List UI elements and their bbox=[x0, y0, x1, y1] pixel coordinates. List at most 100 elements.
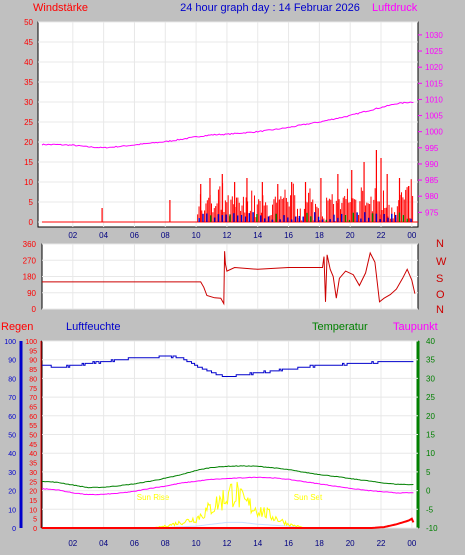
rain-label: Regen bbox=[1, 321, 33, 333]
pressure-axis-tick: 975 bbox=[425, 208, 439, 217]
temperature-axis-tick: -10 bbox=[426, 524, 438, 533]
compass-label: N bbox=[436, 238, 444, 250]
chart-title: 24 hour graph day : 14 Februar 2026 bbox=[180, 2, 360, 14]
bottom-time-axis-tick: 04 bbox=[99, 539, 108, 548]
temperature-axis-tick: 40 bbox=[426, 337, 435, 346]
humidity-axis-tick: 0 bbox=[12, 526, 16, 533]
humidity-axis-tick: 10 bbox=[8, 507, 16, 514]
series-layer bbox=[41, 101, 418, 529]
time-axis-tick: 22 bbox=[377, 231, 386, 240]
temperature-line bbox=[42, 465, 414, 489]
rain-axis-tick: 30 bbox=[29, 470, 37, 477]
temperature-axis-tick: 5 bbox=[426, 468, 431, 477]
tick-label-layer: 0510152025303540455097598098599099510001… bbox=[4, 18, 447, 548]
time-axis-tick: 02 bbox=[68, 231, 77, 240]
bottom-time-axis-tick: 08 bbox=[161, 539, 170, 548]
rain-axis-tick: 80 bbox=[29, 376, 37, 383]
humidity-label: Luftfeuchte bbox=[66, 321, 120, 333]
sun-rise-label: Sun Rise bbox=[137, 493, 170, 502]
temperature-axis-tick: 25 bbox=[426, 393, 435, 402]
pressure-axis-tick: 1015 bbox=[425, 79, 443, 88]
rain-axis-tick: 10 bbox=[29, 507, 37, 514]
wind-axis-tick: 20 bbox=[24, 138, 33, 147]
rain-axis-tick: 40 bbox=[29, 451, 37, 458]
rain-axis-tick: 25 bbox=[29, 479, 37, 486]
temperature-axis-tick: 20 bbox=[426, 412, 435, 421]
temperature-axis-tick: 0 bbox=[426, 487, 431, 496]
rain-line bbox=[42, 517, 415, 529]
temperature-axis-tick: 35 bbox=[426, 356, 435, 365]
wind-axis-tick: 0 bbox=[29, 218, 34, 227]
pressure-axis-tick: 1025 bbox=[425, 47, 443, 56]
humidity-axis-tick: 50 bbox=[8, 433, 16, 440]
direction-axis-tick: 360 bbox=[23, 240, 37, 249]
pressure-axis-tick: 980 bbox=[425, 192, 439, 201]
direction-axis-tick: 270 bbox=[23, 256, 37, 265]
compass-label: W bbox=[436, 256, 447, 268]
grid-layer bbox=[38, 21, 422, 529]
bottom-time-axis-tick: 22 bbox=[377, 539, 386, 548]
pressure-axis-tick: 1005 bbox=[425, 112, 443, 121]
compass-label: N bbox=[436, 304, 444, 316]
time-axis-tick: 12 bbox=[222, 231, 231, 240]
pressure-axis-tick: 1000 bbox=[425, 128, 443, 137]
dewpoint-line bbox=[41, 476, 414, 496]
direction-axis-tick: 0 bbox=[32, 305, 37, 314]
rain-axis-tick: 100 bbox=[25, 339, 37, 346]
rain-axis-tick: 35 bbox=[29, 461, 37, 468]
bottom-time-axis-tick: 12 bbox=[222, 539, 231, 548]
pressure-line bbox=[41, 101, 414, 149]
humidity-axis-tick: 100 bbox=[4, 339, 16, 346]
humidity-axis-tick: 80 bbox=[8, 376, 16, 383]
humidity-axis-tick: 70 bbox=[8, 395, 16, 402]
temperature-label: Temperatur bbox=[312, 321, 368, 333]
wind-axis-tick: 50 bbox=[24, 18, 33, 27]
time-axis-tick: 14 bbox=[253, 231, 262, 240]
compass-label: S bbox=[436, 273, 443, 285]
bottom-time-axis-tick: 06 bbox=[130, 539, 139, 548]
air-pressure-label: Luftdruck bbox=[372, 2, 418, 14]
pressure-axis-tick: 1010 bbox=[425, 95, 443, 104]
humidity-axis-tick: 90 bbox=[8, 358, 16, 365]
temperature-axis-tick: 30 bbox=[426, 374, 435, 383]
wind-direction-line bbox=[42, 251, 416, 306]
temperature-axis-tick: -5 bbox=[426, 505, 434, 514]
rain-axis-tick: 0 bbox=[33, 526, 37, 533]
rain-axis-tick: 15 bbox=[29, 498, 37, 505]
time-axis-tick: 20 bbox=[346, 231, 355, 240]
dewpoint-label: Taupunkt bbox=[393, 321, 438, 333]
wind-axis-tick: 45 bbox=[24, 38, 33, 47]
sun-markers: Sun Rise Sun Set bbox=[137, 493, 323, 512]
time-axis-tick: 18 bbox=[315, 231, 324, 240]
rain-axis-tick: 95 bbox=[29, 348, 37, 355]
time-axis-tick: 16 bbox=[284, 231, 293, 240]
wind-axis-tick: 30 bbox=[24, 98, 33, 107]
bottom-time-axis-tick: 16 bbox=[284, 539, 293, 548]
rain-axis-tick: 5 bbox=[33, 517, 37, 524]
wind-pressure-plot-area bbox=[37, 21, 419, 228]
direction-axis-tick: 90 bbox=[27, 289, 36, 298]
wind-axis-tick: 5 bbox=[29, 198, 34, 207]
bottom-time-axis-tick: 20 bbox=[346, 539, 355, 548]
wind-axis-tick: 10 bbox=[24, 178, 33, 187]
humidity-axis-tick: 20 bbox=[8, 489, 16, 496]
rain-axis-tick: 60 bbox=[29, 414, 37, 421]
compass-label: O bbox=[436, 289, 445, 301]
rain-axis-tick: 65 bbox=[29, 404, 37, 411]
sun-set-label: Sun Set bbox=[294, 493, 323, 502]
temperature-axis-tick: 15 bbox=[426, 431, 435, 440]
time-axis-tick: 00 bbox=[407, 231, 416, 240]
time-axis-tick: 04 bbox=[99, 231, 108, 240]
wind-strength-label: Windstärke bbox=[33, 2, 88, 14]
wind-axis-tick: 15 bbox=[24, 158, 33, 167]
rain-axis-tick: 20 bbox=[29, 489, 37, 496]
wind-axis-tick: 25 bbox=[24, 118, 33, 127]
wind-bars bbox=[101, 150, 414, 222]
direction-axis-tick: 180 bbox=[23, 273, 37, 282]
wind-axis-tick: 35 bbox=[24, 78, 33, 87]
rain-axis-tick: 85 bbox=[29, 367, 37, 374]
time-axis-tick: 06 bbox=[130, 231, 139, 240]
time-axis-tick: 10 bbox=[192, 231, 201, 240]
solar-line bbox=[152, 481, 306, 529]
bottom-time-axis-tick: 10 bbox=[192, 539, 201, 548]
